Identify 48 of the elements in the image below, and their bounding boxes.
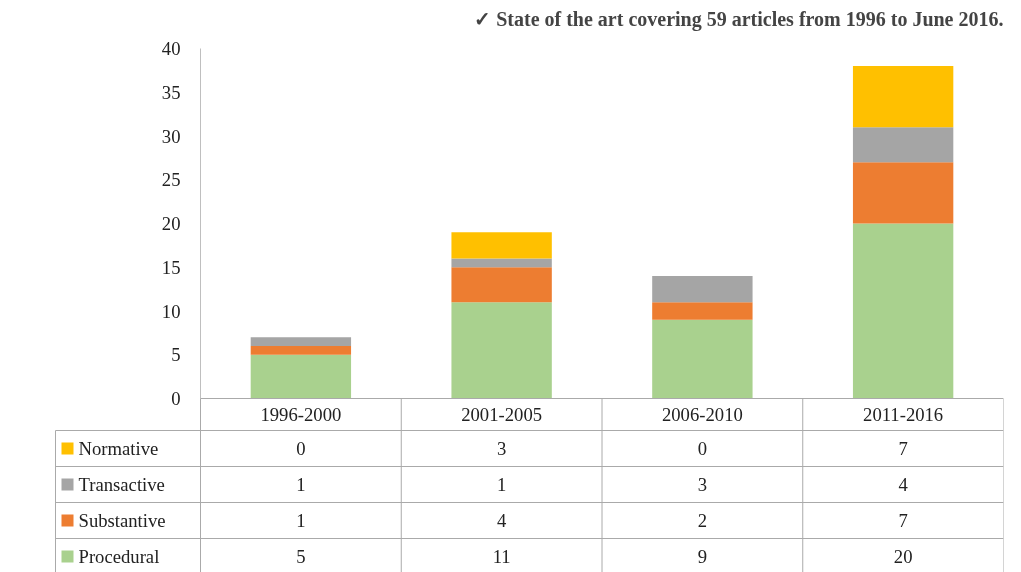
data-label: 0: [697, 438, 708, 459]
data-label: 9: [697, 546, 708, 567]
data-label: 0: [296, 438, 306, 459]
y-tick-label: 25: [161, 169, 181, 191]
bar: [852, 162, 954, 224]
legend-label: Transactive: [78, 474, 165, 495]
data-label: 3: [496, 438, 507, 459]
y-tick-label: 5: [171, 344, 181, 366]
data-label: 4: [898, 474, 909, 495]
bar: [451, 302, 552, 399]
bar: [451, 267, 552, 303]
y-tick-label: 20: [161, 213, 181, 234]
data-label: 1: [296, 474, 306, 495]
bar: [250, 346, 352, 355]
y-tick-label: 10: [161, 300, 181, 322]
bar: [652, 319, 753, 399]
x-tick-label: 1996-2000: [260, 404, 342, 425]
data-label: 2: [697, 510, 708, 531]
data-label: 11: [492, 546, 511, 567]
bar: [250, 337, 352, 346]
data-label: 1: [296, 510, 306, 531]
bar: [451, 232, 552, 259]
y-tick-label: 0: [171, 388, 181, 409]
legend-label: Substantive: [78, 510, 166, 531]
bar: [451, 258, 552, 268]
chart-title: ✓ State of the art covering 59 articles from 1996 to June 2016.: [474, 7, 1004, 31]
data-label: 7: [898, 438, 908, 459]
y-tick-label: 35: [161, 81, 181, 103]
data-label: 5: [296, 546, 306, 567]
bar: [852, 223, 954, 399]
data-label: 20: [893, 546, 913, 567]
legend-label: Procedural: [78, 546, 160, 567]
x-tick-label: 2011-2016: [863, 404, 944, 425]
bar: [250, 354, 352, 399]
x-tick-label: 2001-2005: [461, 404, 543, 425]
legend-label: Normative: [78, 438, 159, 459]
data-label: 1: [496, 474, 507, 495]
data-label: 4: [496, 510, 507, 531]
y-tick-label: 15: [161, 256, 181, 278]
data-label: 7: [898, 510, 908, 531]
bar: [652, 302, 753, 320]
y-tick-label: 30: [161, 125, 181, 147]
bar: [652, 276, 753, 303]
data-label: 3: [697, 474, 708, 495]
bar: [852, 66, 954, 128]
bar: [852, 127, 954, 163]
x-tick-label: 2006-2010: [661, 404, 743, 425]
y-tick-label: 40: [161, 38, 181, 59]
